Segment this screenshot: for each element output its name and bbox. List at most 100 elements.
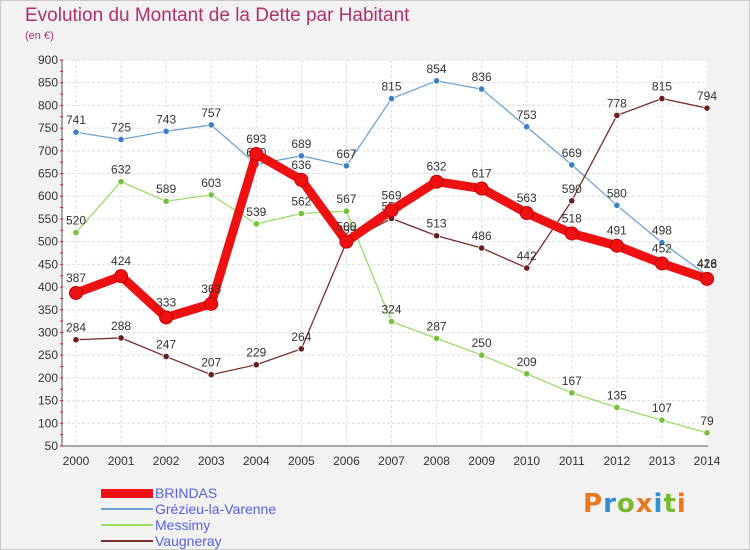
data-point-brindas (700, 271, 714, 286)
data-point-vaugneray (478, 244, 486, 252)
logo-letter: o (616, 489, 636, 519)
legend-label-brindas: BRINDAS (155, 485, 218, 501)
data-label-gr-zieu-la-varenne: 836 (472, 70, 492, 84)
data-label-vaugneray: 442 (517, 249, 537, 263)
data-label-gr-zieu-la-varenne: 426 (697, 256, 717, 270)
data-point-messimy (342, 207, 351, 215)
x-tick-label: 2013 (649, 454, 676, 468)
data-label-messimy: 135 (607, 388, 627, 402)
data-label-gr-zieu-la-varenne: 689 (291, 137, 311, 151)
data-label-brindas: 363 (201, 282, 221, 296)
data-point-gr-zieu-la-varenne (207, 121, 215, 129)
data-label-brindas: 636 (291, 158, 311, 172)
chart-unit-subtitle: (en €) (25, 30, 54, 42)
data-label-brindas: 491 (607, 224, 627, 238)
plot-area (62, 60, 708, 446)
data-point-messimy (207, 191, 215, 199)
y-tick-label: 100 (38, 416, 58, 430)
y-tick-label: 600 (38, 189, 58, 203)
data-label-vaugneray: 794 (697, 89, 717, 103)
data-point-messimy (297, 209, 305, 218)
data-point-messimy (703, 429, 711, 437)
x-tick-label: 2002 (153, 454, 180, 468)
data-point-messimy (117, 178, 125, 186)
y-tick-label: 300 (38, 325, 58, 339)
data-label-vaugneray: 207 (201, 356, 221, 370)
legend: BRINDAS Grézieu-la-Varenne Messimy Vaugnera… (101, 485, 361, 549)
data-label-gr-zieu-la-varenne: 757 (201, 106, 221, 120)
data-label-messimy: 250 (472, 336, 492, 350)
legend-label-vaugneray: Vaugneray (155, 533, 222, 549)
data-point-brindas (519, 206, 534, 221)
data-point-messimy (162, 197, 170, 205)
data-point-gr-zieu-la-varenne (568, 161, 576, 169)
data-label-messimy: 79 (700, 414, 714, 428)
chart-title: Evolution du Montant de la Dette par Hab… (25, 5, 410, 26)
data-label-vaugneray: 284 (66, 321, 86, 335)
legend-swatch-messimy (101, 524, 153, 526)
data-label-vaugneray: 590 (562, 182, 582, 196)
data-label-messimy: 632 (111, 163, 131, 177)
data-point-gr-zieu-la-varenne (478, 85, 486, 93)
data-label-gr-zieu-la-varenne: 669 (562, 146, 582, 160)
data-point-brindas (159, 310, 174, 325)
legend-label-messimy: Messimy (155, 517, 211, 533)
y-tick-label: 750 (38, 121, 58, 135)
data-label-brindas: 569 (381, 188, 401, 202)
y-tick-label: 250 (38, 348, 58, 362)
legend-item-messimy: Messimy (101, 517, 361, 533)
data-point-messimy (252, 220, 260, 228)
logo-letter: t (663, 489, 677, 519)
data-label-messimy: 567 (336, 192, 356, 206)
legend-swatch-vaugneray (101, 540, 153, 542)
legend-swatch-gr-zieu-la-varenne (101, 508, 153, 510)
data-point-vaugneray (432, 232, 441, 240)
data-label-vaugneray: 778 (607, 96, 627, 110)
data-label-messimy: 520 (66, 214, 86, 228)
data-label-messimy: 603 (201, 176, 221, 190)
data-label-gr-zieu-la-varenne: 725 (111, 120, 131, 134)
data-point-messimy (432, 334, 441, 342)
data-point-brindas (609, 238, 624, 253)
data-label-brindas: 632 (427, 160, 447, 174)
data-point-brindas (474, 181, 489, 196)
data-label-gr-zieu-la-varenne: 854 (427, 62, 447, 76)
data-label-vaugneray: 815 (652, 80, 672, 94)
data-point-gr-zieu-la-varenne (342, 162, 351, 170)
data-point-gr-zieu-la-varenne (387, 95, 396, 103)
data-label-vaugneray: 247 (156, 338, 176, 352)
data-point-brindas (384, 203, 399, 218)
logo-letter: i (676, 489, 687, 519)
data-label-brindas: 500 (336, 220, 356, 234)
data-point-brindas (429, 174, 444, 189)
data-label-brindas: 452 (652, 241, 672, 255)
data-point-vaugneray (523, 264, 531, 272)
x-tick-label: 2009 (468, 454, 495, 468)
x-tick-label: 2008 (423, 454, 450, 468)
x-tick-label: 2006 (333, 454, 360, 468)
data-point-vaugneray (162, 352, 170, 361)
data-point-gr-zieu-la-varenne (523, 123, 531, 131)
data-label-messimy: 562 (291, 194, 311, 208)
y-tick-label: 850 (38, 76, 58, 90)
data-point-vaugneray (72, 336, 80, 344)
data-point-gr-zieu-la-varenne (72, 128, 80, 136)
y-tick-label: 50 (45, 439, 59, 453)
y-tick-label: 800 (38, 98, 58, 112)
data-point-vaugneray (658, 95, 666, 103)
data-point-vaugneray (703, 104, 711, 112)
data-label-gr-zieu-la-varenne: 667 (336, 147, 356, 161)
data-label-brindas: 693 (246, 132, 266, 146)
data-point-messimy (478, 351, 486, 359)
x-tick-label: 2000 (63, 454, 90, 468)
y-tick-label: 650 (38, 167, 58, 181)
data-point-messimy (387, 317, 396, 326)
data-point-brindas (69, 285, 83, 300)
y-tick-label: 400 (38, 280, 58, 294)
data-point-vaugneray (252, 361, 260, 369)
data-point-gr-zieu-la-varenne (117, 135, 125, 144)
data-point-vaugneray (297, 345, 305, 353)
y-tick-label: 350 (38, 303, 58, 317)
data-point-brindas (654, 256, 669, 271)
x-tick-label: 2005 (288, 454, 315, 468)
